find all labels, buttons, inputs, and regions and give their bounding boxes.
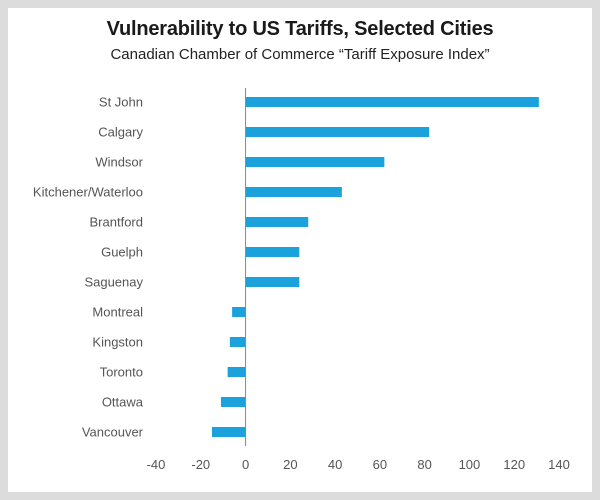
category-labels: St John Calgary Windsor Kitchener/Waterloo B… <box>33 95 144 440</box>
x-tick-label: 20 <box>283 457 297 472</box>
chart-title: Vulnerability to US Tariffs, Selected Ci… <box>106 18 494 40</box>
category-label-kingston: Kingston <box>92 335 143 350</box>
category-label-saguenay: Saguenay <box>84 275 143 290</box>
bar-saguenay <box>245 277 300 287</box>
x-tick-label: -40 <box>147 457 166 472</box>
bar-calgary <box>245 127 430 137</box>
category-label-montreal: Montreal <box>92 305 143 320</box>
x-tick-label: 80 <box>417 457 431 472</box>
x-tick-label: 100 <box>459 457 481 472</box>
x-tick-label: 0 <box>242 457 249 472</box>
x-tick-label: 140 <box>548 457 570 472</box>
bar-toronto <box>227 367 246 377</box>
x-tick-labels: -40 -20 0 20 40 60 80 100 120 140 <box>147 457 570 472</box>
chart-frame <box>8 8 592 492</box>
bar-st-john <box>245 97 539 107</box>
bar-guelph <box>245 247 300 257</box>
category-label-st-john: St John <box>99 95 143 110</box>
category-label-toronto: Toronto <box>100 365 143 380</box>
category-label-calgary: Calgary <box>98 125 143 140</box>
bar-kitchener-waterloo <box>245 187 342 197</box>
x-tick-label: 120 <box>503 457 525 472</box>
bar-vancouver <box>211 427 246 437</box>
x-tick-label: 40 <box>328 457 342 472</box>
bar-montreal <box>232 307 246 317</box>
category-label-ottawa: Ottawa <box>102 395 144 410</box>
bar-ottawa <box>220 397 246 407</box>
x-tick-label: 60 <box>373 457 387 472</box>
category-label-vancouver: Vancouver <box>82 425 144 440</box>
category-label-guelph: Guelph <box>101 245 143 260</box>
x-tick-label: -20 <box>191 457 210 472</box>
category-label-brantford: Brantford <box>90 215 143 230</box>
category-label-kitchener-waterloo: Kitchener/Waterloo <box>33 185 143 200</box>
bar-brantford <box>245 217 309 227</box>
bar-windsor <box>245 157 385 167</box>
category-label-windsor: Windsor <box>95 155 143 170</box>
bars-group <box>211 97 539 437</box>
chart-subtitle: Canadian Chamber of Commerce “Tariff Exp… <box>110 46 490 63</box>
bar-kingston <box>229 337 246 347</box>
